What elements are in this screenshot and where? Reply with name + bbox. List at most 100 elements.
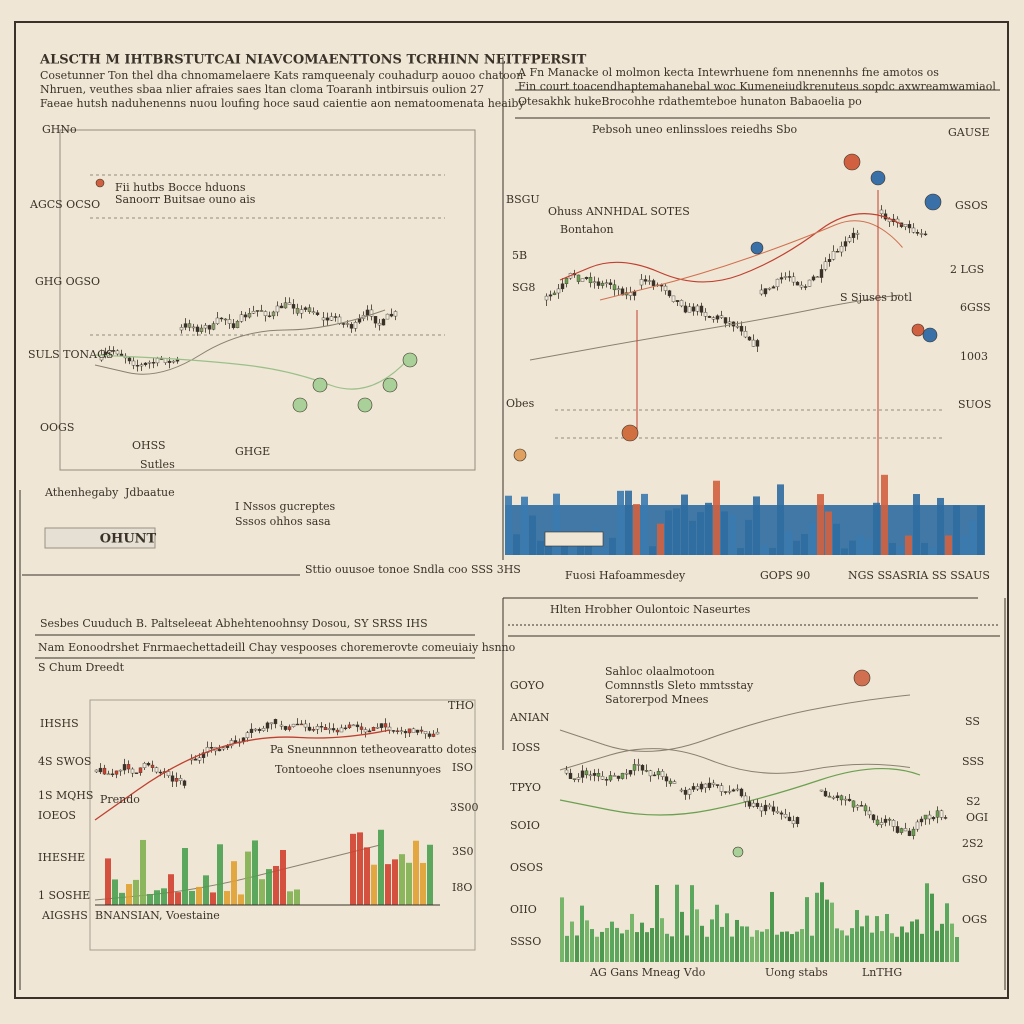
candle (138, 767, 143, 773)
x-label: Uong stabs (765, 966, 828, 979)
y-label-right: 1003 (960, 350, 988, 363)
candle (337, 316, 342, 324)
candle (171, 360, 176, 363)
bar (865, 539, 872, 555)
candle (660, 771, 665, 777)
bar (897, 546, 904, 555)
bar (905, 535, 912, 555)
marker (922, 327, 938, 343)
bar (765, 929, 769, 962)
marker (732, 846, 744, 858)
x-label: Fuosi Hafoammesdey (565, 569, 686, 582)
candle (419, 729, 424, 732)
candle (395, 730, 400, 732)
bar (785, 531, 792, 555)
bar (850, 928, 854, 962)
trend-line (94, 309, 386, 375)
bar (770, 891, 774, 962)
y-label: ANIAN (509, 711, 550, 724)
candle (695, 786, 700, 790)
bar (695, 909, 699, 962)
candle (235, 321, 240, 329)
candle (863, 805, 868, 812)
candle (707, 782, 712, 788)
candle (353, 322, 358, 329)
bar (665, 510, 672, 555)
x-label: LnTHG (862, 966, 902, 979)
title: A Fn Manacke ol molmon kecta Intewrhuene… (517, 66, 939, 79)
bar (513, 534, 520, 555)
candle (568, 772, 573, 779)
candle (259, 310, 264, 312)
bar (210, 892, 216, 905)
candle (915, 232, 920, 234)
candle (723, 317, 728, 324)
bar (920, 933, 924, 962)
bar (660, 918, 664, 962)
bar (689, 520, 696, 555)
candle (333, 316, 338, 318)
candle (751, 802, 756, 807)
candle (355, 724, 360, 728)
subtitle: Nam Eonoodrshet Fnrmaechettadeill Chay v… (38, 641, 516, 654)
candle (265, 722, 270, 729)
bar (820, 882, 824, 962)
candle (163, 358, 168, 363)
candle (275, 305, 280, 313)
candle (182, 780, 187, 786)
bar (610, 921, 614, 962)
candle (620, 288, 625, 296)
note: Fii hutbs Bocce hduons (115, 181, 246, 194)
candle (257, 728, 262, 731)
candle (755, 802, 760, 807)
bar (287, 891, 293, 905)
candle (835, 250, 840, 253)
candle (600, 776, 605, 780)
bar (154, 890, 160, 905)
bar (865, 915, 869, 962)
candle (327, 728, 332, 731)
bar (873, 502, 880, 555)
bar (673, 508, 680, 555)
y-label: BSGU (506, 193, 540, 206)
candle (249, 728, 254, 733)
candle (576, 274, 581, 282)
marker (402, 352, 418, 368)
bar (605, 928, 609, 962)
bar (740, 926, 744, 962)
candle (431, 733, 436, 737)
bar (675, 884, 679, 962)
note: Pa Sneunnnnon tetheovearatto dotes (270, 743, 477, 756)
y-label: SSSO (510, 935, 541, 948)
chart-frame (89, 699, 476, 951)
candle (381, 318, 386, 326)
candle (604, 779, 609, 781)
bar (950, 923, 954, 962)
candle (299, 309, 304, 314)
bar (590, 929, 594, 962)
candle (211, 323, 216, 330)
candle (608, 282, 613, 285)
y-label: 4S SWOS (38, 755, 91, 768)
candle (255, 310, 260, 312)
bar (665, 933, 669, 962)
candle (247, 313, 252, 318)
y-label-right: GSO (962, 873, 987, 886)
marker (870, 170, 886, 186)
candle (118, 769, 123, 772)
bar (840, 930, 844, 962)
candle (564, 769, 569, 774)
bar (521, 496, 528, 555)
candle (596, 281, 601, 286)
candle (903, 224, 908, 227)
candle (261, 728, 266, 731)
bar (875, 916, 879, 962)
candle (691, 306, 696, 312)
bar (413, 840, 419, 905)
candle (915, 821, 920, 830)
bar (657, 523, 664, 555)
candle (600, 282, 605, 286)
y-label-right: SUOS (958, 398, 991, 411)
trend-line (94, 354, 408, 390)
bar (885, 913, 889, 962)
